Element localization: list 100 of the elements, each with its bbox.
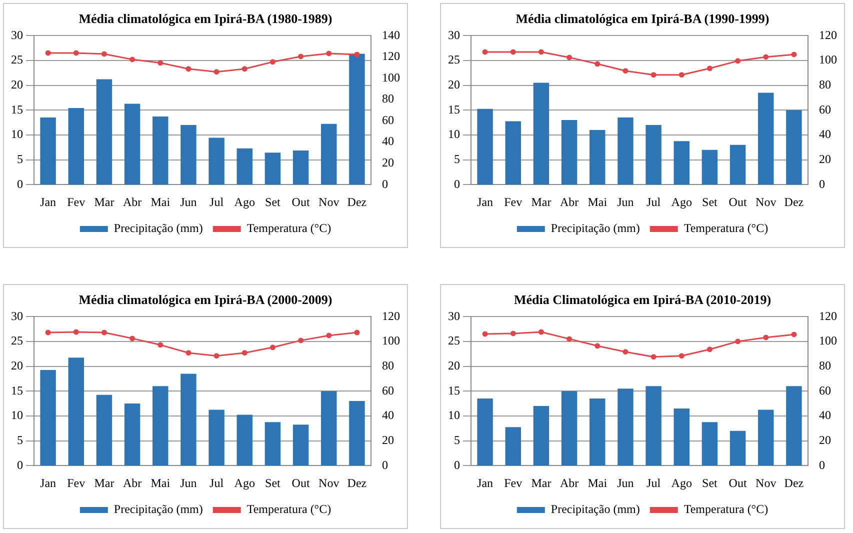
point [735,338,741,344]
bar [786,110,802,185]
point [510,330,516,336]
y2-tick-label: 60 [819,383,831,398]
x-tick-label: Fev [504,194,522,209]
x-tick-label: Out [292,476,310,490]
y2-tick-label: 140 [382,28,400,42]
point [270,344,276,350]
bar [152,386,168,466]
y2-tick-label: 80 [819,358,831,372]
y2-tick-label: 120 [382,49,400,64]
point [791,52,797,58]
bar [477,108,493,185]
x-tick-label: Nov [756,194,776,209]
bar [180,125,196,185]
y-tick-label: 30 [448,28,460,42]
y-tick-label: 20 [448,77,460,92]
y2-tick-label: 20 [819,432,831,447]
point [538,329,544,335]
y2-tick-label: 80 [382,92,394,106]
bar [730,144,746,185]
y-tick-label: 10 [448,127,460,142]
y-tick-label: 30 [11,28,23,42]
point [538,49,544,55]
point [482,49,488,55]
x-tick-label: Jan [477,194,494,209]
x-tick-label: Mai [588,476,608,490]
point [298,54,304,60]
x-tick-label: Dez [784,476,804,490]
bar [786,386,802,466]
bar [561,391,578,466]
point [650,354,656,360]
point [326,50,332,56]
bar [292,150,309,185]
y2-tick-label: 40 [819,127,831,142]
y2-tick-label: 0 [382,458,388,472]
point [706,346,712,352]
bar [180,374,196,466]
x-tick-label: Ago [234,194,255,209]
x-tick-label: Dez [347,194,367,209]
x-tick-label: Set [702,194,718,209]
y-tick-label: 15 [448,102,460,116]
bar [40,370,56,466]
point [242,66,248,72]
point [158,60,164,66]
y2-tick-label: 100 [382,334,400,348]
bar [674,141,690,185]
x-tick-label: Ago [671,476,692,490]
point [510,49,516,55]
bar [96,79,112,185]
chart-title: Média climatológica em Ipirá-BA (2000-2009) [78,292,332,308]
point [298,338,304,344]
y-tick-label: 0 [17,176,23,191]
y-tick-label: 25 [448,334,460,348]
bar [590,130,606,185]
bar [533,82,550,185]
bar [124,104,140,185]
point [763,54,769,60]
bar [702,422,718,466]
bar [533,406,550,466]
bar [264,152,281,185]
point [650,72,656,78]
x-tick-label: Dez [347,476,367,490]
chart-title: Média Climatológica em Ipirá-BA (2010-2019) [514,292,772,308]
x-tick-label: Jul [210,476,224,490]
x-tick-label: Out [728,476,748,490]
y2-tick-label: 40 [382,408,394,422]
y2-tick-label: 100 [819,334,837,348]
x-tick-label: Jul [646,194,662,209]
point [735,58,741,64]
y-tick-label: 25 [11,52,23,67]
y-tick-label: 10 [11,127,23,142]
x-tick-label: Abr [122,476,142,490]
y-tick-label: 15 [11,383,23,398]
point [622,68,628,74]
point [678,353,684,359]
x-tick-label: Jan [477,476,494,490]
x-tick-label: Mai [150,194,171,209]
bar [152,116,168,185]
x-tick-label: Jan [40,476,56,490]
legend-label: Temperatura (°C) [684,502,768,516]
point [354,330,360,336]
y-tick-label: 20 [11,358,23,372]
point [73,329,79,335]
x-tick-label: Mar [94,476,114,490]
bar [349,401,365,466]
bar [590,398,606,466]
bar [208,410,224,466]
point [214,353,220,359]
x-tick-label: Jul [646,476,662,490]
point [622,349,628,355]
y-tick-label: 25 [11,334,23,348]
bar [674,408,690,466]
x-tick-label: Fev [67,476,86,490]
x-tick-label: Set [702,476,718,490]
bar [208,138,224,185]
y2-tick-label: 60 [819,102,831,116]
bar [68,358,84,466]
y2-tick-label: 100 [819,52,837,67]
point [101,330,107,336]
